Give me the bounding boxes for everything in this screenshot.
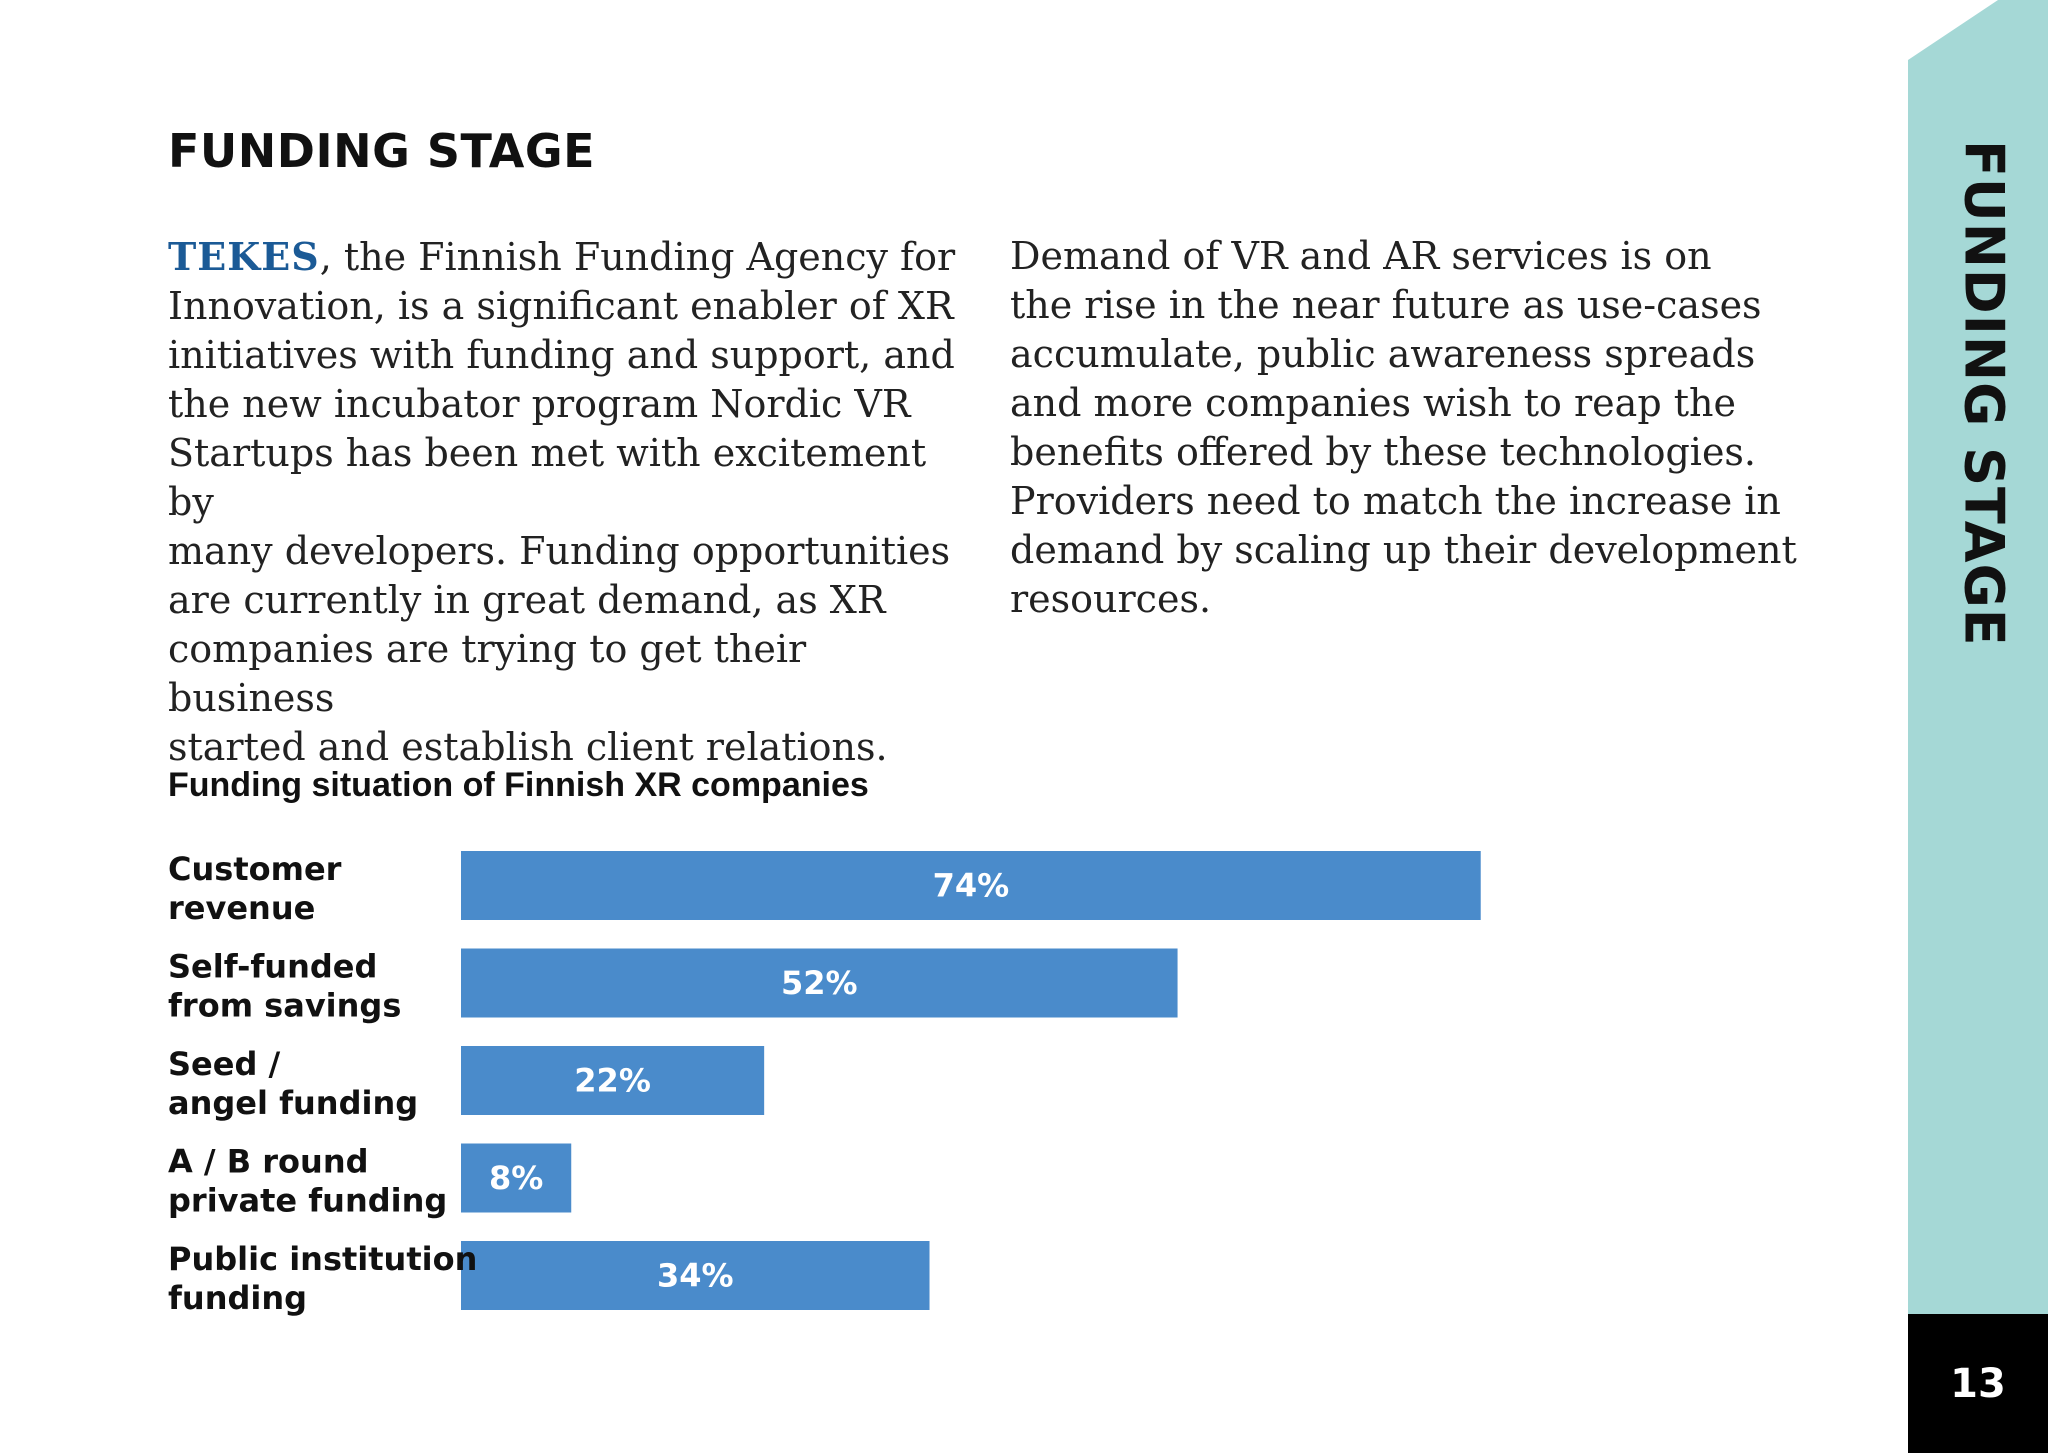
category-label-line: Customer: [168, 850, 342, 888]
category-label-line: funding: [168, 1279, 307, 1317]
body-text-right: Demand of VR and AR services is on the r…: [1010, 234, 1797, 621]
bar-value-label-2: 22%: [574, 1062, 651, 1100]
category-label-2: Seed / angel funding: [168, 1045, 418, 1122]
bar-1: [461, 948, 1178, 1018]
category-label-0: Customer revenue: [168, 850, 342, 927]
category-label-line: private funding: [168, 1182, 447, 1220]
category-label-line: revenue: [168, 889, 315, 927]
category-label-line: Public institution: [168, 1240, 477, 1278]
page-number-box: [1908, 1314, 2048, 1453]
category-label-4: Public institution funding: [168, 1240, 477, 1317]
category-label-line: angel funding: [168, 1084, 418, 1122]
bar-value-label-1: 52%: [781, 964, 858, 1002]
page-number: 13: [1950, 1360, 2006, 1407]
bar-0: [461, 851, 1481, 920]
category-label-line: Self-funded: [168, 948, 377, 986]
sidebar-band-shape: [1908, 0, 2048, 1453]
bar-2: [461, 1046, 765, 1115]
category-label-line: A / B round: [168, 1143, 369, 1181]
bar-3: [461, 1143, 572, 1213]
page-title: FUNDING STAGE: [168, 124, 596, 178]
bar-value-label-0: 74%: [933, 867, 1010, 905]
bar-value-label-4: 34%: [657, 1257, 734, 1295]
brand-name-tekes: TEKES: [168, 234, 320, 279]
bar-4: [461, 1241, 930, 1310]
body-text-left: TEKES, the Finnish Funding Agency for In…: [168, 232, 968, 772]
category-label-1: Self-funded from savings: [168, 948, 401, 1025]
chart-title: Funding situation of Finnish XR companie…: [168, 766, 869, 804]
category-label-line: Seed /: [168, 1045, 281, 1083]
sidebar-title: FUNDING STAGE: [1952, 140, 2016, 647]
bar-value-label-3: 8%: [489, 1159, 543, 1197]
sidebar-band: [1908, 0, 2048, 1453]
category-label-3: A / B round private funding: [168, 1143, 447, 1220]
body-text-left-content: , the Finnish Funding Agency for Innovat…: [168, 235, 956, 769]
category-label-line: from savings: [168, 987, 401, 1025]
